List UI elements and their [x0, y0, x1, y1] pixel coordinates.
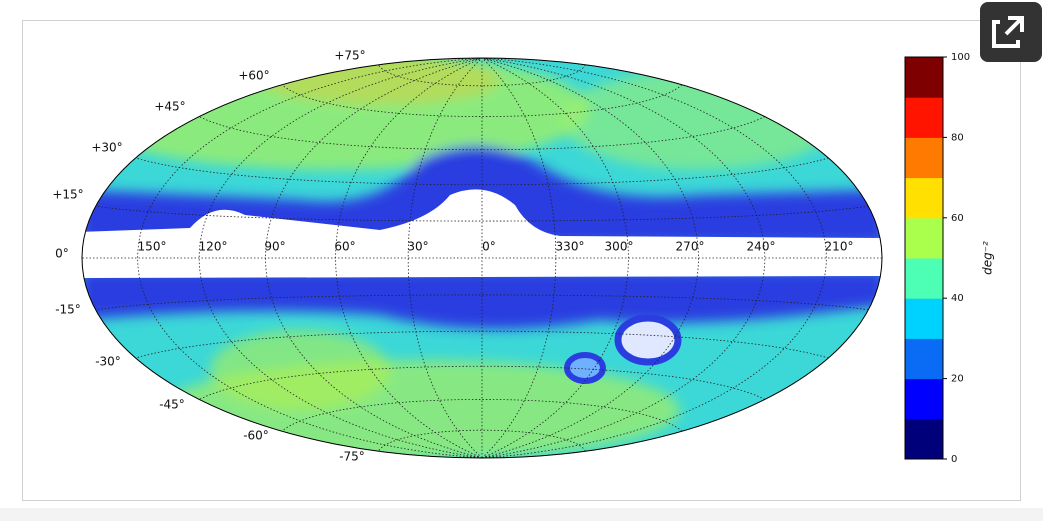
latitude-label: -45° [159, 398, 185, 412]
meridian [335, 58, 483, 458]
longitude-label: 120° [199, 240, 228, 254]
colorbar-band [905, 137, 943, 179]
latitude-label: +60° [238, 69, 269, 83]
expand-button[interactable] [980, 2, 1042, 62]
longitude-label: 240° [747, 240, 776, 254]
latitude-label: -30° [95, 355, 121, 369]
colorbar-band [905, 258, 943, 299]
colorbar-tick-label: 20 [951, 374, 964, 385]
colorbar-tick-label: 40 [951, 293, 964, 304]
longitude-label: 30° [407, 240, 428, 254]
colorbar-band [905, 57, 943, 98]
colorbar-tick-label: 0 [951, 454, 957, 465]
meridian [198, 58, 483, 458]
latitude-label: -60° [243, 429, 269, 443]
colorbar-tick-label: 80 [951, 132, 964, 143]
bottom-strip [0, 508, 1043, 521]
longitude-label: 300° [605, 240, 634, 254]
meridian [481, 58, 766, 458]
colorbar-band [905, 338, 943, 380]
colorbar-label: deg⁻² [981, 241, 995, 275]
meridian [481, 58, 699, 458]
colorbar-tick-label: 100 [951, 52, 970, 63]
latitude-label: +45° [154, 100, 185, 114]
longitude-label: 270° [676, 240, 705, 254]
expand-icon-arrow [1004, 16, 1024, 36]
colorbar: 0 20 40 60 80 100 [904, 52, 970, 465]
meridian [481, 58, 629, 458]
longitude-label: 150° [138, 240, 167, 254]
meridian [265, 58, 483, 458]
expand-button-bg[interactable] [980, 2, 1042, 62]
meridian [137, 58, 483, 458]
longitude-label: 330° [556, 240, 585, 254]
latitude-label: +15° [52, 188, 83, 202]
colorbar-band [905, 418, 943, 460]
parallel [135, 330, 829, 359]
parallel [198, 116, 766, 151]
colorbar-band [905, 97, 943, 138]
parallel [135, 157, 829, 186]
parallel [378, 429, 586, 452]
longitude-label: 90° [264, 240, 285, 254]
graticule [82, 58, 882, 458]
colorbar-frame [904, 56, 944, 460]
colorbar-band [905, 177, 943, 219]
latitude-label: +75° [334, 49, 365, 63]
latitude-label: +30° [91, 141, 122, 155]
colorbar-band [905, 217, 943, 259]
colorbar-band [905, 298, 943, 339]
colorbar-tick-label: 60 [951, 213, 964, 224]
sky-boundary [81, 57, 883, 459]
expand-icon [992, 20, 1020, 48]
latitude-label: -15° [55, 303, 81, 317]
longitude-label: 0° [482, 240, 496, 254]
latitude-label: -75° [339, 450, 365, 464]
latitude-label: 0° [55, 247, 69, 261]
colorbar-band [905, 378, 943, 420]
longitude-label: 60° [334, 240, 355, 254]
meridian [481, 58, 827, 458]
parallel [198, 365, 766, 400]
parallel [378, 64, 586, 87]
longitude-label: 210° [825, 240, 854, 254]
